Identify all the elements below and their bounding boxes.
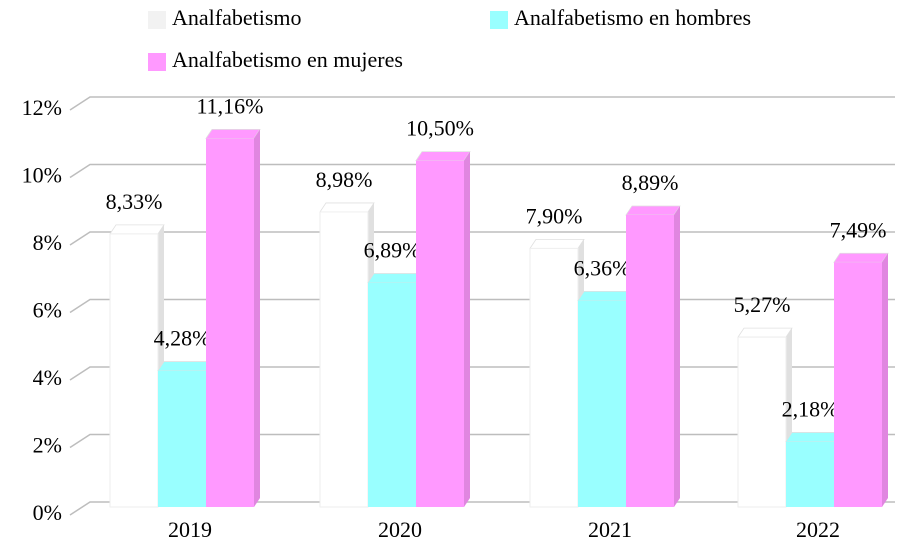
value-label: 10,50% bbox=[406, 116, 474, 141]
value-label: 8,89% bbox=[622, 170, 679, 195]
legend-label: Analfabetismo bbox=[172, 5, 302, 30]
value-label: 6,89% bbox=[364, 238, 421, 263]
y-tick-label: 4% bbox=[33, 365, 62, 390]
value-label: 6,36% bbox=[574, 255, 631, 280]
bar bbox=[626, 214, 674, 507]
y-tick-label: 8% bbox=[33, 230, 62, 255]
bar-top bbox=[529, 238, 585, 249]
bar-side-shade bbox=[674, 205, 680, 507]
legend-swatch bbox=[148, 53, 166, 71]
bar bbox=[834, 262, 882, 507]
bar bbox=[368, 282, 416, 507]
bar-side bbox=[464, 151, 470, 507]
bar-side bbox=[254, 129, 260, 507]
bar bbox=[529, 247, 579, 508]
x-tick-label: 2022 bbox=[796, 517, 840, 542]
value-label: 7,49% bbox=[830, 217, 887, 242]
bar bbox=[158, 370, 206, 507]
bar-top bbox=[833, 252, 889, 263]
bar-side-shade bbox=[882, 253, 888, 507]
bar bbox=[786, 441, 834, 507]
bar-top bbox=[157, 361, 213, 371]
bar bbox=[206, 138, 254, 507]
value-label: 8,98% bbox=[316, 167, 373, 192]
bar bbox=[737, 336, 787, 508]
legend-swatch bbox=[148, 11, 166, 29]
y-tick-label: 2% bbox=[33, 433, 62, 458]
bar-side bbox=[882, 253, 888, 507]
bar bbox=[109, 233, 159, 508]
bar-top bbox=[577, 290, 633, 301]
bar-top bbox=[785, 432, 841, 442]
bar bbox=[319, 211, 369, 508]
legend-label: Analfabetismo en hombres bbox=[514, 5, 751, 30]
y-tick-label: 0% bbox=[33, 500, 62, 525]
bar bbox=[578, 300, 626, 507]
bar-top bbox=[737, 327, 793, 338]
value-label: 4,28% bbox=[154, 326, 211, 351]
bar-top bbox=[415, 151, 471, 162]
bar-top bbox=[319, 202, 375, 213]
bar-top bbox=[625, 205, 681, 216]
value-label: 11,16% bbox=[196, 93, 263, 118]
x-tick-label: 2021 bbox=[588, 517, 632, 542]
bar-top bbox=[109, 224, 165, 235]
grid-line bbox=[69, 231, 895, 246]
bar-side-shade bbox=[464, 151, 470, 507]
legend-label: Analfabetismo en mujeres bbox=[172, 47, 403, 72]
legend-swatch bbox=[490, 11, 508, 29]
bar-side-shade bbox=[254, 129, 260, 507]
grid-line bbox=[69, 96, 895, 111]
value-label: 5,27% bbox=[734, 292, 791, 317]
grid-line bbox=[69, 163, 895, 179]
x-tick-label: 2019 bbox=[168, 517, 212, 542]
value-label: 2,18% bbox=[782, 396, 839, 421]
bar-top bbox=[205, 128, 261, 139]
y-tick-label: 6% bbox=[33, 298, 62, 323]
value-label: 7,90% bbox=[526, 203, 583, 228]
y-tick-label: 12% bbox=[22, 95, 62, 120]
bar bbox=[416, 160, 464, 507]
bar-side bbox=[674, 205, 680, 507]
bar-top bbox=[367, 273, 423, 283]
y-tick-label: 10% bbox=[22, 163, 62, 188]
value-label: 8,33% bbox=[106, 189, 163, 214]
x-tick-label: 2020 bbox=[378, 517, 422, 542]
